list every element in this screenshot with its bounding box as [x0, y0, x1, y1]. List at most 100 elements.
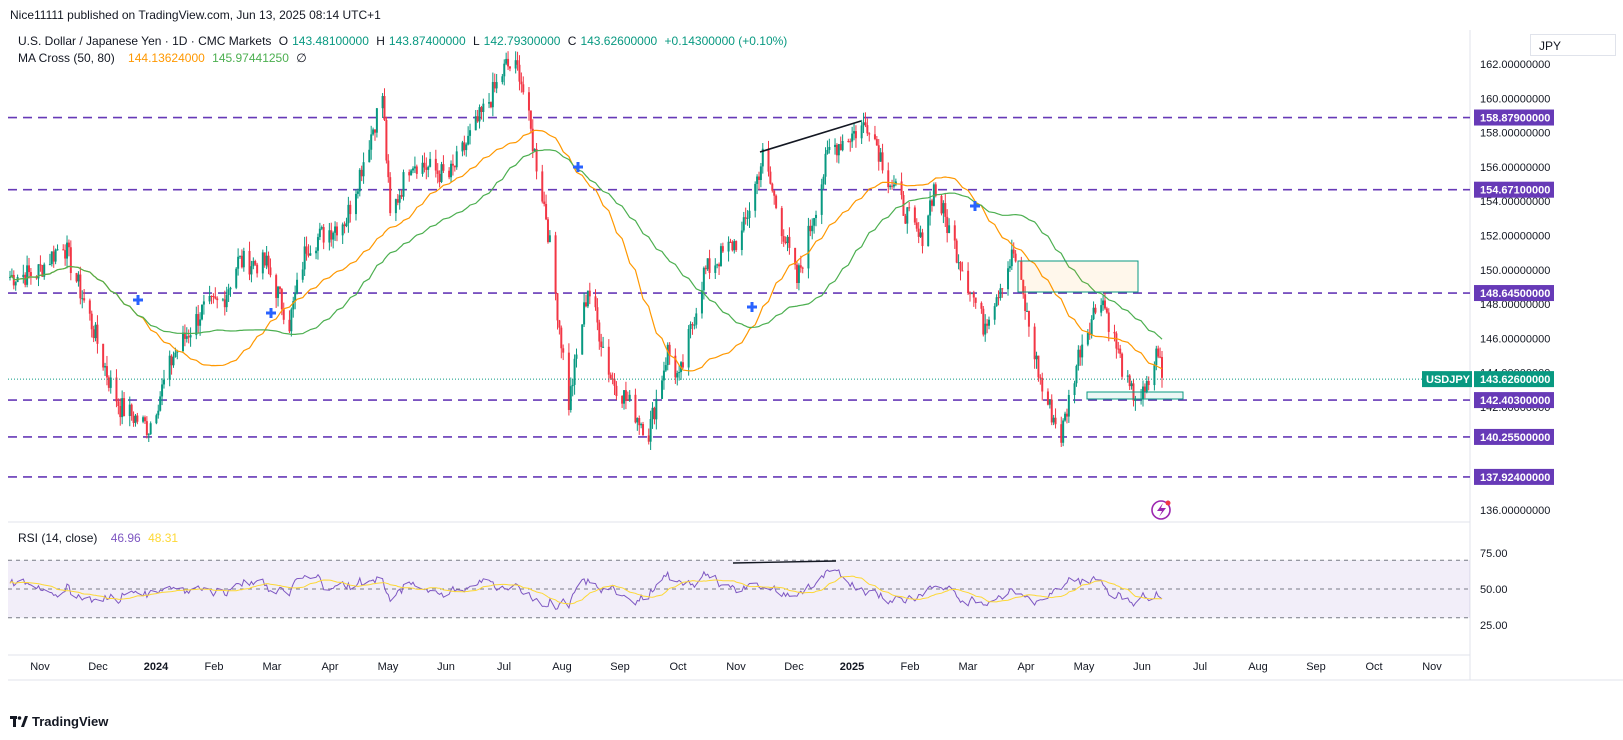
candle-body	[467, 135, 470, 145]
candle-body	[67, 242, 70, 248]
candle-body	[1073, 383, 1076, 396]
rsi-label: RSI (14, close)	[18, 531, 98, 545]
candle-body	[921, 232, 924, 247]
candle-body	[853, 131, 856, 134]
candle-body	[315, 250, 318, 254]
change-value: +0.14300000 (+0.10%)	[664, 34, 788, 48]
candle-body	[22, 274, 25, 278]
candle-body	[212, 296, 215, 298]
x-tick-label: Sep	[610, 661, 630, 673]
candle-body	[368, 149, 371, 163]
candle-body	[974, 297, 977, 303]
candle-body	[873, 134, 876, 140]
candle-body	[343, 224, 346, 227]
candle-body	[638, 418, 641, 426]
level-price-badge	[1474, 392, 1554, 409]
candle-body	[174, 352, 177, 358]
candle-body	[567, 352, 570, 410]
candle-body	[1024, 294, 1027, 311]
candle-body	[400, 195, 403, 197]
candle-body	[237, 256, 240, 269]
candle-body	[754, 183, 757, 211]
x-tick-label: Nov	[1422, 661, 1442, 673]
candle-body	[548, 235, 551, 243]
candle-body	[849, 141, 852, 143]
candle-body	[1141, 386, 1144, 399]
candle-body	[307, 253, 310, 256]
candle-body	[201, 304, 203, 320]
candle-body	[573, 358, 576, 385]
candle-body	[797, 265, 800, 284]
candle-body	[282, 309, 285, 320]
candle-body	[223, 299, 226, 308]
candle-body	[575, 354, 578, 359]
y-tick-label: 156.00000000	[1480, 162, 1550, 174]
y-tick-label: 152.00000000	[1480, 231, 1550, 243]
candle-body	[999, 288, 1002, 298]
candle-body	[461, 142, 464, 152]
candle-body	[824, 153, 827, 177]
candle-body	[642, 424, 645, 436]
candle-body	[1039, 377, 1042, 379]
candle-body	[1035, 355, 1038, 360]
candle-body	[147, 434, 150, 436]
close-value: 143.62600000	[580, 34, 658, 48]
candle-body	[227, 289, 230, 296]
candle-body	[423, 162, 426, 168]
ma-slow-value: 145.97441250	[212, 51, 289, 65]
candle-body	[562, 348, 565, 353]
candle-body	[1147, 381, 1150, 386]
candle-body	[748, 210, 751, 218]
candle-body	[1159, 356, 1162, 358]
candle-body	[611, 378, 614, 380]
candle-body	[412, 168, 415, 171]
y-tick-label: 146.00000000	[1480, 333, 1550, 345]
y-tick-label: 162.00000000	[1480, 59, 1550, 71]
level-price-badge	[1474, 468, 1554, 485]
candle-body	[811, 225, 814, 232]
lightning-icon	[1157, 503, 1166, 517]
candle-body	[560, 327, 563, 349]
symbol-title[interactable]: U.S. Dollar / Japanese Yen · 1D · CMC Ma…	[18, 34, 272, 48]
y-tick-label: 160.00000000	[1480, 93, 1550, 105]
candle-body	[731, 241, 734, 251]
candle-body	[480, 107, 483, 112]
candle-body	[235, 268, 238, 288]
candle-body	[288, 319, 291, 332]
candle-body	[1090, 319, 1093, 335]
candle-body	[250, 266, 253, 275]
x-tick-label: Sep	[1306, 661, 1326, 673]
candle-body	[442, 164, 445, 171]
candle-body	[900, 181, 903, 196]
candle-body	[341, 224, 344, 236]
candle-body	[1067, 395, 1070, 417]
candle-body	[822, 176, 825, 185]
candle-body	[360, 169, 363, 177]
currency-unit[interactable]: JPY	[1530, 34, 1616, 56]
candle-body	[961, 270, 964, 272]
candle-body	[826, 149, 829, 154]
ma-legend[interactable]: MA Cross (50, 80) 144.13624000 145.97441…	[18, 51, 311, 65]
candle-body	[655, 398, 658, 420]
candle-body	[358, 169, 361, 192]
candle-body	[727, 241, 730, 252]
last-price-badge	[1474, 371, 1554, 388]
candle-body	[225, 295, 228, 308]
level-price-label: 148.64500000	[1480, 288, 1550, 300]
candle-body	[117, 401, 120, 407]
ma-slow-line	[9, 149, 1163, 340]
candle-body	[1092, 307, 1095, 320]
rsi-legend[interactable]: RSI (14, close) 46.96 48.31	[18, 531, 182, 545]
x-tick-label: Feb	[205, 661, 224, 673]
ma-cross-marker	[573, 162, 583, 172]
ma-cross-marker	[747, 302, 757, 312]
candle-body	[626, 399, 629, 401]
tradingview-brand[interactable]: TradingView	[10, 714, 108, 729]
x-tick-label: Mar	[959, 661, 978, 673]
candle-body	[993, 306, 996, 320]
candle-body	[546, 219, 549, 243]
open-value: 143.48100000	[292, 34, 369, 48]
candle-body	[1134, 399, 1137, 401]
candle-body	[1046, 391, 1049, 405]
